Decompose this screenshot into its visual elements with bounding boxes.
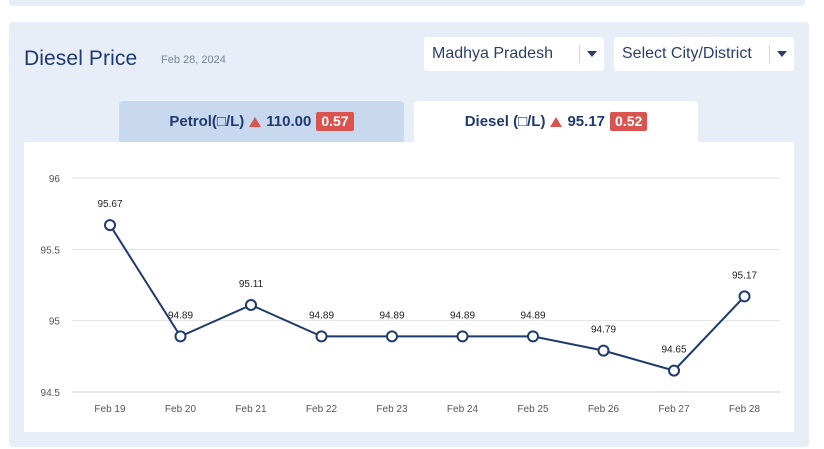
page-title: Diesel Price <box>24 47 138 70</box>
x-tick-label: Feb 21 <box>235 404 267 415</box>
select-divider <box>769 45 770 63</box>
y-tick-label: 96 <box>49 174 61 185</box>
x-tick-label: Feb 19 <box>94 404 126 415</box>
data-label: 94.89 <box>520 310 545 321</box>
state-select[interactable]: Madhya Pradesh <box>424 37 604 71</box>
data-label: 94.89 <box>309 310 334 321</box>
x-tick-label: Feb 23 <box>376 404 408 415</box>
data-point <box>527 330 539 343</box>
data-label: 94.89 <box>168 310 193 321</box>
tab-diesel-change-badge: 0.52 <box>610 112 648 131</box>
data-label: 94.89 <box>450 310 475 321</box>
data-label: 94.65 <box>661 345 686 356</box>
tab-petrol-label: Petrol(□/L) <box>169 113 245 130</box>
data-label: 94.79 <box>591 325 616 336</box>
tab-petrol[interactable]: Petrol(□/L) 110.00 0.57 <box>119 101 404 142</box>
select-divider <box>579 45 580 63</box>
data-label: 94.89 <box>379 310 404 321</box>
chevron-down-icon[interactable] <box>770 51 794 57</box>
x-tick-label: Feb 26 <box>588 404 620 415</box>
x-tick-label: Feb 25 <box>517 404 549 415</box>
x-tick-label: Feb 20 <box>165 404 197 415</box>
x-tick-label: Feb 24 <box>447 404 479 415</box>
data-point <box>597 344 610 357</box>
data-point <box>245 298 257 311</box>
tab-diesel[interactable]: Diesel (□/L) 95.17 0.52 <box>414 101 698 142</box>
top-panel-edge <box>9 0 805 6</box>
price-up-icon <box>249 116 262 127</box>
data-label: 95.67 <box>97 199 122 210</box>
price-date: Feb 28, 2024 <box>161 54 226 66</box>
x-tick-label: Feb 22 <box>306 404 338 415</box>
x-tick-label: Feb 27 <box>658 404 690 415</box>
price-up-icon <box>550 116 563 127</box>
chevron-down-icon[interactable] <box>580 51 604 57</box>
tab-petrol-price: 110.00 <box>266 113 312 130</box>
data-point <box>104 219 116 232</box>
tab-diesel-price: 95.17 <box>567 113 606 130</box>
data-point <box>174 330 187 343</box>
y-tick-label: 95.5 <box>41 245 61 256</box>
data-point <box>738 290 751 303</box>
data-point <box>315 330 328 343</box>
tab-petrol-change-badge: 0.57 <box>316 112 354 131</box>
city-select[interactable]: Select City/District <box>614 37 794 71</box>
data-point <box>456 330 469 343</box>
series-line <box>109 224 746 372</box>
city-select-value: Select City/District <box>622 45 752 62</box>
data-point <box>386 330 398 343</box>
data-point <box>668 364 680 377</box>
chart-panel <box>24 142 794 432</box>
x-tick-label: Feb 28 <box>729 404 761 415</box>
tab-diesel-label: Diesel (□/L) <box>464 113 546 130</box>
y-tick-label: 94.5 <box>41 388 61 399</box>
y-tick-label: 95 <box>49 317 61 328</box>
state-select-value: Madhya Pradesh <box>432 45 553 62</box>
data-label: 95.11 <box>239 279 264 290</box>
data-label: 95.17 <box>732 270 757 281</box>
